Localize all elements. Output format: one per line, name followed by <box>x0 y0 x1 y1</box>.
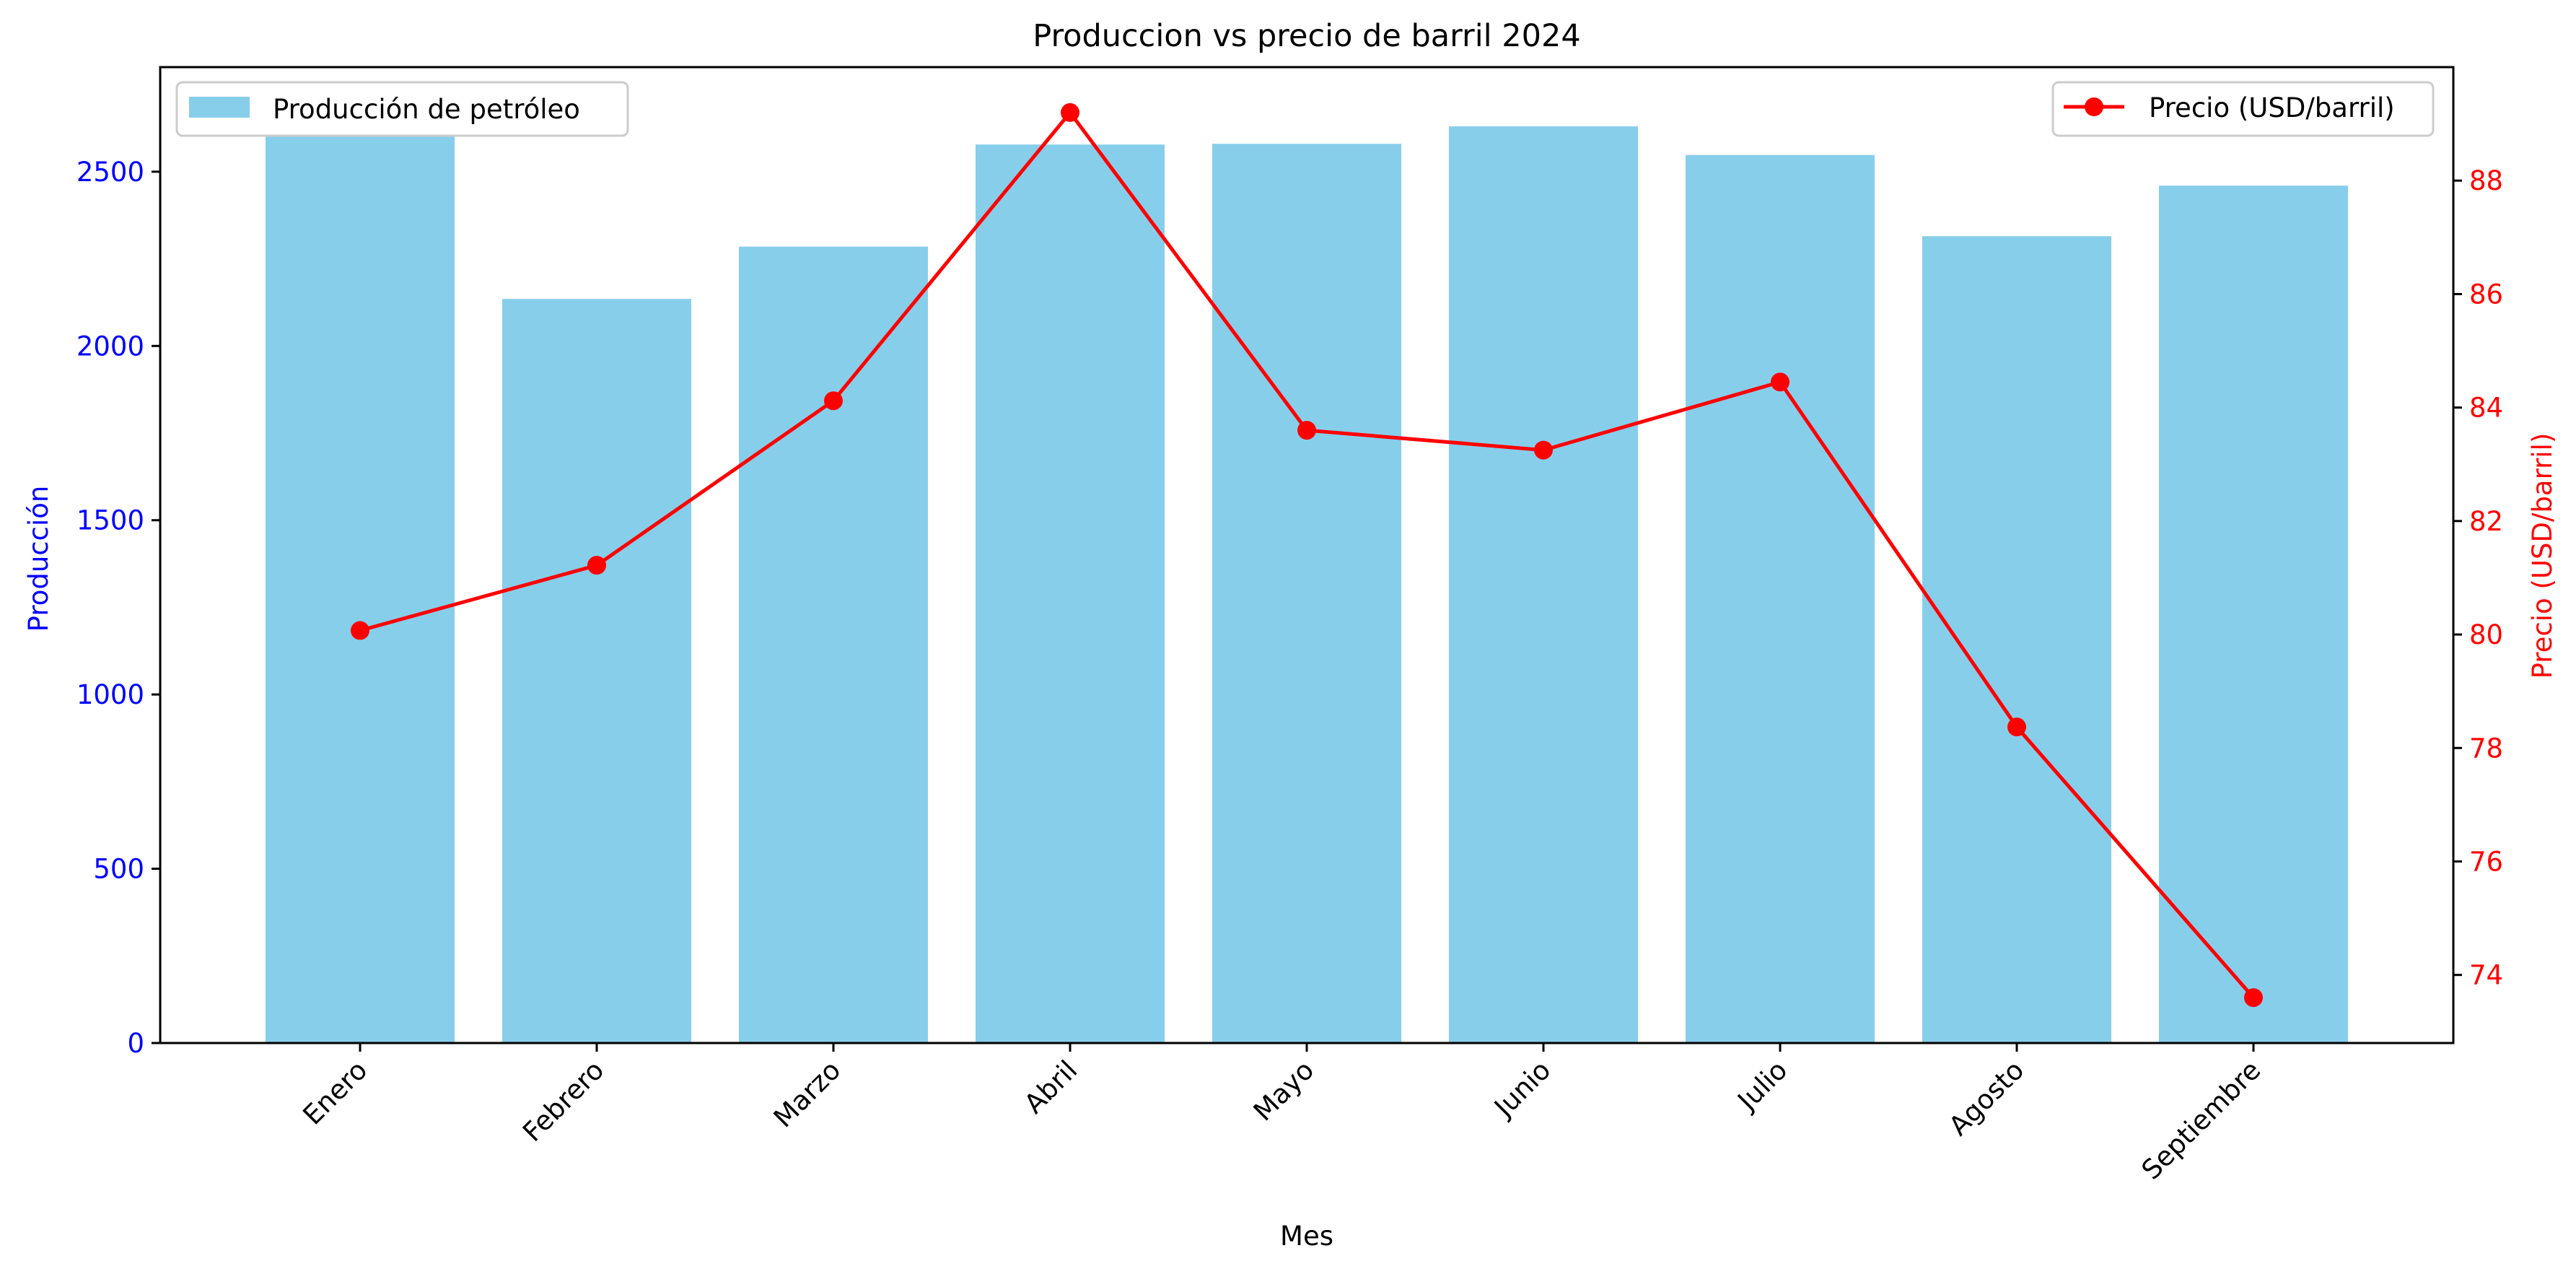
bar-abril <box>976 144 1165 1043</box>
price-point-mayo <box>1297 421 1316 440</box>
bar-mayo <box>1212 144 1401 1044</box>
right-tick-label: 82 <box>2469 506 2503 537</box>
price-point-junio <box>1534 440 1553 460</box>
left-axis-label: Producción <box>23 486 54 632</box>
legend-price-label: Precio (USD/barril) <box>2149 92 2395 123</box>
legend-production-label: Producción de petróleo <box>273 94 580 125</box>
right-tick-label: 80 <box>2469 619 2503 650</box>
left-tick-label: 1000 <box>76 679 144 710</box>
right-tick-label: 84 <box>2469 393 2503 424</box>
left-tick-label: 2500 <box>76 157 144 188</box>
left-tick-label: 0 <box>127 1028 144 1059</box>
x-axis-label: Mes <box>1280 1221 1333 1252</box>
bar-febrero <box>502 299 691 1044</box>
price-point-julio <box>1771 372 1789 392</box>
price-point-abril <box>1061 102 1079 122</box>
bar-agosto <box>1922 236 2111 1044</box>
legend-price-marker <box>2085 97 2103 116</box>
right-tick-label: 78 <box>2469 733 2503 764</box>
price-point-septiembre <box>2244 988 2263 1008</box>
legend-price: Precio (USD/barril) <box>2051 81 2435 137</box>
right-tick-label: 86 <box>2469 279 2503 310</box>
bar-junio <box>1449 126 1638 1044</box>
bar-marzo <box>739 246 928 1044</box>
legend-production-swatch <box>189 97 250 118</box>
price-point-agosto <box>2007 717 2026 737</box>
left-tick-label: 1500 <box>76 505 144 536</box>
legend-production: Producción de petróleo <box>175 81 629 137</box>
bar-septiembre <box>2159 186 2348 1044</box>
price-line-layer <box>351 102 2263 1008</box>
bar-enero <box>266 105 455 1044</box>
price-point-enero <box>351 621 369 640</box>
right-axis-ticks: 74 76 78 80 82 84 86 88 <box>2453 165 2503 991</box>
left-tick-label: 2000 <box>76 331 144 362</box>
right-axis-label: Precio (USD/barril) <box>2527 433 2558 679</box>
right-tick-label: 74 <box>2469 960 2503 991</box>
bar-julio <box>1686 154 1875 1044</box>
price-point-febrero <box>587 556 606 575</box>
legend-production-frame <box>175 81 629 137</box>
legend-price-frame <box>2051 81 2435 137</box>
left-tick-label: 500 <box>93 854 144 885</box>
chart-title: Produccion vs precio de barril 2024 <box>1033 18 1580 54</box>
right-tick-label: 88 <box>2469 165 2503 196</box>
left-axis-ticks: 0 500 1000 1500 2000 2500 <box>76 157 160 1059</box>
right-tick-label: 76 <box>2469 846 2503 877</box>
bars-layer <box>266 105 2348 1044</box>
price-point-marzo <box>824 391 843 411</box>
